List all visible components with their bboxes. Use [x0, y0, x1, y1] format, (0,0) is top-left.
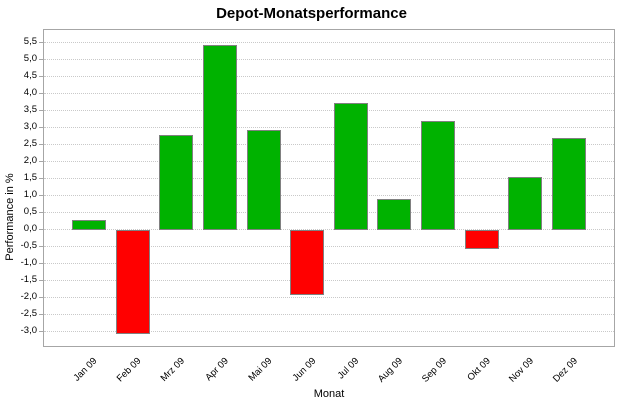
gridline	[44, 42, 614, 43]
y-tick-mark	[39, 76, 43, 77]
gridline	[44, 76, 614, 77]
x-tick-label: Okt 09	[465, 355, 493, 384]
y-tick-label: -1,0	[20, 257, 37, 268]
y-tick-mark	[39, 110, 43, 111]
plot-area	[43, 29, 615, 347]
bar-sep-09	[421, 121, 455, 230]
y-tick-label: 0,5	[23, 206, 37, 217]
bar-apr-09	[203, 44, 237, 230]
y-tick-mark	[39, 314, 43, 315]
y-tick-label: -1,5	[20, 274, 37, 285]
y-tick-label: -0,5	[20, 240, 37, 251]
y-tick-label: 5,0	[23, 53, 37, 64]
gridline	[44, 161, 614, 162]
gridline	[44, 59, 614, 60]
y-tick-label: 1,0	[23, 189, 37, 200]
gridline	[44, 331, 614, 332]
x-tick-label: Mrz 09	[158, 355, 188, 384]
y-tick-label: 1,5	[23, 172, 37, 183]
bar-jun-09	[290, 230, 324, 295]
y-tick-label: 4,0	[23, 87, 37, 98]
bar-feb-09	[116, 230, 150, 334]
gridline	[44, 127, 614, 128]
y-tick-mark	[39, 212, 43, 213]
y-tick-mark	[39, 161, 43, 162]
x-tick-label: Nov 09	[507, 355, 537, 385]
gridline	[44, 246, 614, 247]
gridline	[44, 144, 614, 145]
y-tick-mark	[39, 42, 43, 43]
y-tick-label: 3,0	[23, 121, 37, 132]
y-tick-mark	[39, 195, 43, 196]
gridline	[44, 314, 614, 315]
gridline	[44, 93, 614, 94]
gridline	[44, 178, 614, 179]
x-tick-label: Jan 09	[71, 355, 100, 384]
gridline	[44, 212, 614, 213]
bar-jul-09	[334, 102, 368, 230]
gridline	[44, 297, 614, 298]
y-tick-mark	[39, 93, 43, 94]
x-tick-label: Sep 09	[419, 355, 449, 385]
gridline	[44, 263, 614, 264]
y-tick-mark	[39, 127, 43, 128]
bar-dez-09	[552, 138, 586, 230]
chart-title: Depot-Monatsperformance	[216, 5, 407, 22]
gridline	[44, 229, 614, 230]
y-tick-mark	[39, 178, 43, 179]
y-tick-label: -2,5	[20, 308, 37, 319]
y-tick-label: 3,5	[23, 104, 37, 115]
y-tick-mark	[39, 229, 43, 230]
x-tick-label: Dez 09	[550, 355, 580, 385]
bar-okt-09	[465, 230, 499, 249]
y-tick-label: 0,0	[23, 223, 37, 234]
y-tick-mark	[39, 297, 43, 298]
bar-mai-09	[247, 129, 281, 230]
gridline	[44, 195, 614, 196]
gridline	[44, 110, 614, 111]
x-tick-label: Feb 09	[114, 355, 144, 385]
y-tick-mark	[39, 331, 43, 332]
bar-jan-09	[72, 219, 106, 230]
gridline	[44, 280, 614, 281]
y-tick-label: -3,0	[20, 325, 37, 336]
y-tick-label: 2,5	[23, 138, 37, 149]
y-tick-label: 4,5	[23, 70, 37, 81]
x-tick-label: Mai 09	[246, 355, 275, 384]
x-tick-label: Aug 09	[376, 355, 406, 385]
y-axis-title: Performance in %	[4, 173, 16, 261]
y-tick-mark	[39, 144, 43, 145]
y-tick-mark	[39, 263, 43, 264]
y-tick-mark	[39, 280, 43, 281]
y-tick-mark	[39, 59, 43, 60]
bar-nov-09	[508, 177, 542, 230]
y-tick-label: 2,0	[23, 155, 37, 166]
y-tick-label: 5,5	[23, 36, 37, 47]
y-tick-label: -2,0	[20, 291, 37, 302]
y-tick-mark	[39, 246, 43, 247]
x-axis-title: Monat	[313, 388, 345, 400]
x-tick-label: Apr 09	[203, 355, 231, 384]
x-tick-label: Jul 09	[336, 355, 362, 382]
bar-mrz-09	[159, 134, 193, 230]
bar-aug-09	[377, 199, 411, 230]
x-tick-label: Jun 09	[290, 355, 319, 384]
